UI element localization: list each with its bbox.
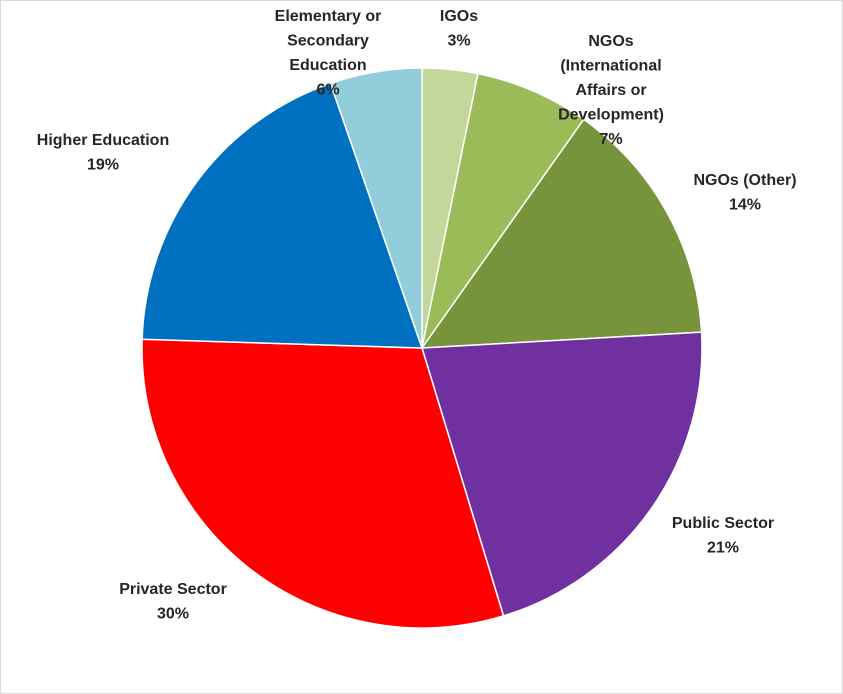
slice-percent-label: 3% (447, 33, 470, 50)
slice-name-line: Affairs or (575, 82, 646, 99)
slice-name-line: Private Sector (119, 581, 227, 598)
slice-name-line: Secondary (287, 33, 369, 50)
pie-slice-higher-education (141, 82, 424, 349)
pie-slice-public-sector (421, 331, 703, 617)
slice-percent-label: 30% (157, 606, 189, 623)
slice-percent-label: 7% (599, 131, 622, 148)
slice-name-line: Education (289, 57, 366, 74)
slice-label-private-sector: Private Sector 30% (119, 581, 227, 623)
slice-label-ngos-other: NGOs (Other) 14% (693, 172, 796, 214)
pie-slices (141, 67, 703, 629)
slice-label-public-sector: Public Sector 21% (672, 515, 774, 557)
pie-labels: IGOs 3% NGOs (International Affairs or Develo… (37, 8, 797, 623)
slice-percent-label: 21% (707, 540, 739, 557)
pie-slice-ngos-other (420, 118, 703, 349)
pie-slice-ngos-international-affairs-or-development (421, 72, 585, 349)
slice-name-line: Public Sector (672, 515, 774, 532)
slice-name-line: Development) (558, 107, 664, 124)
slice-name-line: NGOs (Other) (693, 172, 796, 189)
pie-slice-elementary-or-secondary-education (329, 67, 423, 349)
slice-name-line: NGOs (588, 33, 633, 50)
slice-label-elementary-or-secondary-education: Elementary or Secondary Education 6% (275, 8, 382, 99)
slice-name-line: IGOs (440, 8, 478, 25)
slice-name-line: (International (560, 58, 661, 75)
slice-name-line: Higher Education (37, 132, 169, 149)
slice-percent-label: 19% (87, 157, 119, 174)
slice-percent-label: 6% (316, 82, 339, 99)
slice-label-ngos-international-affairs-or-development: NGOs (International Affairs or Development)… (558, 33, 664, 148)
slice-percent-label: 14% (729, 197, 761, 214)
slice-label-higher-education: Higher Education 19% (37, 132, 169, 174)
pie-slice-private-sector (141, 338, 505, 629)
slice-name-line: Elementary or (275, 8, 382, 25)
slice-label-igos: IGOs 3% (440, 8, 478, 50)
